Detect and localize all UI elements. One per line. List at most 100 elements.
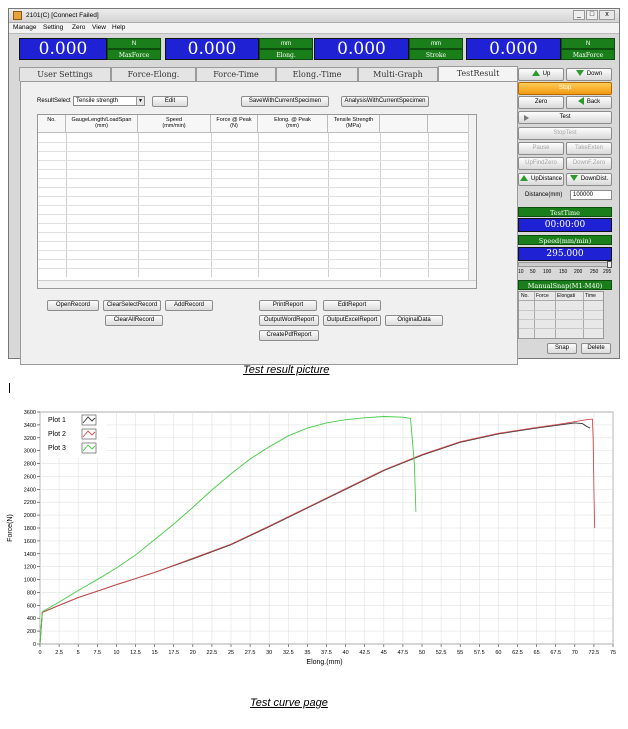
- y-tick-label: 1800: [24, 526, 36, 532]
- down-arrow-icon: [575, 70, 584, 77]
- horizontal-scrollbar[interactable]: [38, 280, 476, 288]
- snap-column-header: Force: [536, 293, 549, 299]
- delete-button[interactable]: Delete: [581, 343, 611, 354]
- minimize-button[interactable]: _: [573, 10, 585, 20]
- snap-column-header: No.: [521, 293, 529, 299]
- y-tick-label: 2800: [24, 462, 36, 468]
- test-button[interactable]: Test: [518, 111, 612, 124]
- y-tick-label: 2200: [24, 500, 36, 506]
- menu-help[interactable]: Help: [112, 24, 126, 31]
- play-icon: [524, 115, 529, 121]
- x-tick-label: 60: [495, 650, 501, 656]
- print-report-button[interactable]: PrintReport: [259, 300, 317, 311]
- open-record-button[interactable]: OpenRecord: [47, 300, 99, 311]
- stop-test-button[interactable]: StopTest: [518, 127, 612, 140]
- force-readout: 0.000: [19, 38, 107, 60]
- column-header: Speed (mm/min): [138, 115, 211, 133]
- elong-label: Elong.: [259, 49, 313, 60]
- close-button[interactable]: x: [599, 10, 615, 20]
- speed-slider[interactable]: [518, 261, 612, 268]
- take-exten-button[interactable]: TakeExten: [566, 142, 612, 155]
- menu-setting[interactable]: Setting: [43, 24, 64, 31]
- down-button[interactable]: Down: [566, 68, 612, 81]
- elong-readout: 0.000: [165, 38, 259, 60]
- x-tick-label: 2.5: [55, 650, 63, 656]
- x-tick-label: 75: [610, 650, 616, 656]
- x-tick-label: 10: [113, 650, 119, 656]
- speed-label: Speed(mm/min): [518, 235, 612, 245]
- speed-slider-thumb[interactable]: [607, 261, 612, 268]
- zero-button[interactable]: Zero: [518, 96, 564, 109]
- maximize-button[interactable]: □: [586, 10, 598, 20]
- output-word-report-button[interactable]: OutputWordReport: [259, 315, 319, 326]
- x-tick-label: 65: [534, 650, 540, 656]
- slider-tick: 295: [603, 269, 612, 275]
- tab-test-result[interactable]: TestResult: [438, 66, 518, 81]
- menu-zero[interactable]: Zero: [72, 24, 86, 31]
- speed-slider-ticks: 10 50 100 150 200 250 295: [518, 269, 614, 276]
- y-tick-label: 1400: [24, 552, 36, 558]
- result-select-dropdown[interactable]: Tensile strength ▼: [73, 96, 145, 106]
- series-line-3: [39, 416, 417, 645]
- x-tick-label: 20: [190, 650, 196, 656]
- tab-force-elong[interactable]: Force-Elong.: [111, 67, 196, 81]
- output-excel-report-button[interactable]: OutputExcelReport: [323, 315, 381, 326]
- legend-swatch-line: [82, 416, 96, 424]
- up-distance-button[interactable]: UpDistance: [518, 173, 564, 186]
- analysis-with-current-specimen-button[interactable]: AnalysisWithCurrentSpecimen: [341, 96, 429, 107]
- edit-report-button[interactable]: EditReport: [323, 300, 381, 311]
- snap-button[interactable]: Snap: [547, 343, 577, 354]
- chevron-down-icon: ▼: [136, 97, 144, 105]
- legend-label: Plot 2: [48, 431, 66, 438]
- x-tick-label: 40: [343, 650, 349, 656]
- result-select-value: Tensile strength: [76, 98, 119, 104]
- up-button[interactable]: Up: [518, 68, 564, 81]
- snap-column-header: Time: [585, 293, 596, 299]
- tab-user-settings[interactable]: User Settings: [19, 67, 111, 81]
- distance-label: Distance(mm): [525, 192, 563, 198]
- save-with-current-specimen-button[interactable]: SaveWithCurrentSpecimen: [241, 96, 329, 107]
- clear-select-record-button[interactable]: ClearSelectRecord: [103, 300, 161, 311]
- distance-input[interactable]: 100000: [570, 190, 612, 200]
- x-tick-label: 30: [266, 650, 272, 656]
- x-tick-label: 50: [419, 650, 425, 656]
- column-header: [428, 115, 470, 133]
- x-tick-label: 35: [304, 650, 310, 656]
- y-tick-label: 3200: [24, 436, 36, 442]
- edit-button[interactable]: Edit: [152, 96, 188, 107]
- back-button[interactable]: Back: [566, 96, 612, 109]
- stop-button[interactable]: Stop: [518, 82, 612, 95]
- up-find-zero-button[interactable]: UpFindZero: [518, 157, 564, 170]
- down-arrow-icon: [569, 175, 578, 182]
- tab-force-time[interactable]: Force-Time: [196, 67, 276, 81]
- tab-multi-graph[interactable]: Multi-Graph: [358, 67, 438, 81]
- x-tick-label: 27.5: [245, 650, 256, 656]
- legend-swatch-line: [82, 444, 96, 452]
- down-distance-button[interactable]: DownDist.: [566, 173, 612, 186]
- force-label: MaxForce: [107, 49, 161, 60]
- result-select-label: ResultSelect: [37, 98, 71, 104]
- y-tick-label: 3600: [24, 410, 36, 416]
- legend-swatch: [81, 442, 97, 454]
- x-tick-label: 70: [572, 650, 578, 656]
- legend-label: Plot 1: [48, 417, 66, 424]
- column-header: Tensile Strength (MPa): [328, 115, 380, 133]
- add-record-button[interactable]: AddRecord: [165, 300, 213, 311]
- tab-elong-time[interactable]: Elong.-Time: [276, 67, 358, 81]
- y-tick-label: 0: [33, 642, 36, 648]
- menu-view[interactable]: View: [92, 24, 106, 31]
- original-data-button[interactable]: OriginalData: [385, 315, 443, 326]
- series-line-2: [39, 418, 596, 645]
- y-tick-label: 2000: [24, 513, 36, 519]
- down-find-zero-button[interactable]: DownF.Zero: [566, 157, 612, 170]
- create-pdf-report-button[interactable]: CreatePdfReport: [259, 330, 319, 341]
- pause-button[interactable]: Pause: [518, 142, 564, 155]
- maxforce-unit: N: [561, 38, 615, 49]
- up-arrow-icon: [519, 175, 528, 182]
- x-tick-label: 57.5: [474, 650, 485, 656]
- vertical-scrollbar[interactable]: [468, 115, 476, 281]
- clear-all-record-button[interactable]: ClearAllRecord: [105, 315, 163, 326]
- app-icon: [13, 11, 22, 20]
- y-axis-label: Force(N): [7, 514, 14, 542]
- menu-manage[interactable]: Manage: [13, 24, 37, 31]
